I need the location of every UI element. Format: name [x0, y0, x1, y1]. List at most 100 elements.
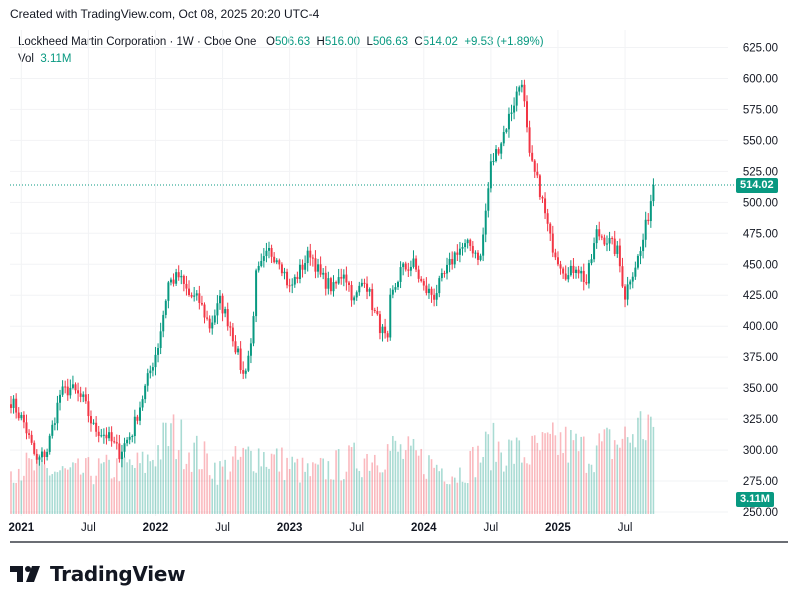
- candle-body: [422, 281, 425, 286]
- candle-body: [415, 258, 418, 270]
- candle-body: [595, 229, 598, 244]
- volume-bar: [570, 429, 572, 514]
- candle-body: [600, 236, 603, 238]
- candle-body: [531, 152, 534, 161]
- candle-body: [206, 317, 209, 319]
- volume-bar: [340, 480, 343, 514]
- candle-body: [329, 278, 332, 292]
- candle-body: [347, 282, 350, 285]
- volume-bars: [10, 411, 655, 514]
- candle-body: [446, 264, 449, 274]
- price-tick-label: 575.00: [743, 104, 778, 116]
- volume-bar: [123, 457, 126, 514]
- volume-bar: [631, 434, 634, 514]
- volume-bar: [433, 467, 435, 514]
- candle-body: [569, 265, 572, 276]
- candle-body: [629, 281, 632, 285]
- candle-body: [536, 171, 539, 176]
- candle-body: [340, 277, 343, 279]
- candle-body: [89, 416, 92, 424]
- volume-bar: [626, 437, 629, 514]
- volume-bar: [162, 422, 165, 514]
- volume-bar: [477, 445, 479, 514]
- high-value: 516.00: [324, 36, 361, 48]
- volume-bar: [629, 442, 631, 514]
- candle-body: [430, 288, 433, 295]
- candle-body: [309, 250, 312, 258]
- volume-bar: [242, 447, 244, 514]
- volume-bar: [219, 461, 221, 514]
- volume-bar: [443, 481, 446, 514]
- candle-body: [77, 390, 80, 394]
- candle-body: [438, 278, 441, 294]
- candle-body: [20, 414, 23, 419]
- candle-body: [598, 229, 601, 237]
- symbol-title[interactable]: Lockheed Martin Corporation · 1W · Cboe …: [18, 36, 257, 48]
- volume-bar: [36, 457, 38, 514]
- candle-body: [613, 238, 616, 254]
- candle-body: [587, 263, 590, 284]
- candle-body: [616, 245, 619, 254]
- volume-bar: [41, 459, 43, 514]
- volume-bar: [399, 444, 402, 514]
- candle-body: [538, 175, 541, 198]
- candle-body: [128, 436, 131, 440]
- volume-bar: [291, 456, 294, 514]
- candle-body: [389, 294, 392, 338]
- candle-body: [273, 256, 276, 263]
- volume-bar: [190, 471, 193, 514]
- tradingview-logo[interactable]: TradingView: [10, 560, 186, 588]
- volume-bar: [590, 464, 593, 514]
- volume-bar: [322, 458, 324, 514]
- candle-body: [487, 188, 490, 211]
- volume-bar: [211, 478, 214, 514]
- volume-bar: [59, 470, 61, 514]
- volume-bar: [544, 433, 546, 514]
- volume-bar: [472, 446, 474, 514]
- candle-body: [144, 385, 147, 400]
- price-tick-label: 425.00: [743, 290, 778, 302]
- candle-body: [172, 279, 175, 284]
- volume-bar: [353, 442, 355, 514]
- tradingview-logo-icon: [10, 566, 40, 582]
- volume-bar: [435, 464, 438, 514]
- volume-bar: [309, 476, 312, 514]
- candle-body: [110, 432, 113, 442]
- price-tick-label: 300.00: [743, 445, 778, 457]
- symbol-legend[interactable]: Lockheed Martin Corporation · 1W · Cboe …: [18, 36, 544, 48]
- candle-body: [469, 239, 472, 246]
- volume-bar: [451, 476, 453, 514]
- volume-legend[interactable]: Vol 3.11M: [18, 53, 72, 65]
- candle-body: [466, 239, 469, 244]
- candle-body: [471, 245, 474, 254]
- volume-bar: [603, 429, 606, 514]
- volume-bar: [152, 459, 154, 514]
- volume-bar: [487, 434, 490, 514]
- volume-bar: [412, 438, 415, 514]
- candle-body: [79, 393, 82, 397]
- candle-body: [593, 243, 596, 260]
- candle-body: [136, 416, 139, 421]
- volume-bar: [105, 454, 108, 514]
- volume-bar: [420, 448, 423, 514]
- volume-bar: [159, 459, 162, 514]
- candle-body: [433, 294, 436, 300]
- candle-body: [38, 457, 41, 460]
- volume-bar: [361, 477, 363, 514]
- candle-body: [226, 309, 229, 327]
- volume-bar: [546, 432, 549, 514]
- volume-bar: [38, 454, 41, 514]
- candle-body: [559, 264, 562, 269]
- volume-bar: [644, 440, 647, 514]
- candle-body: [17, 412, 20, 419]
- candle-body: [456, 252, 459, 255]
- price-axis[interactable]: 625.00 600.00 575.00 550.00 525.00 500.00 475.…: [743, 43, 778, 520]
- candle-body: [43, 451, 46, 457]
- volume-bar: [115, 458, 118, 514]
- candle-body: [507, 113, 510, 130]
- price-tick-label: 275.00: [743, 476, 778, 488]
- candle-body: [582, 270, 585, 283]
- time-axis[interactable]: 2021 Jul 2022 Jul 2023 Jul 2024 Jul 2025 Jul: [9, 522, 633, 534]
- candle-body: [216, 303, 219, 316]
